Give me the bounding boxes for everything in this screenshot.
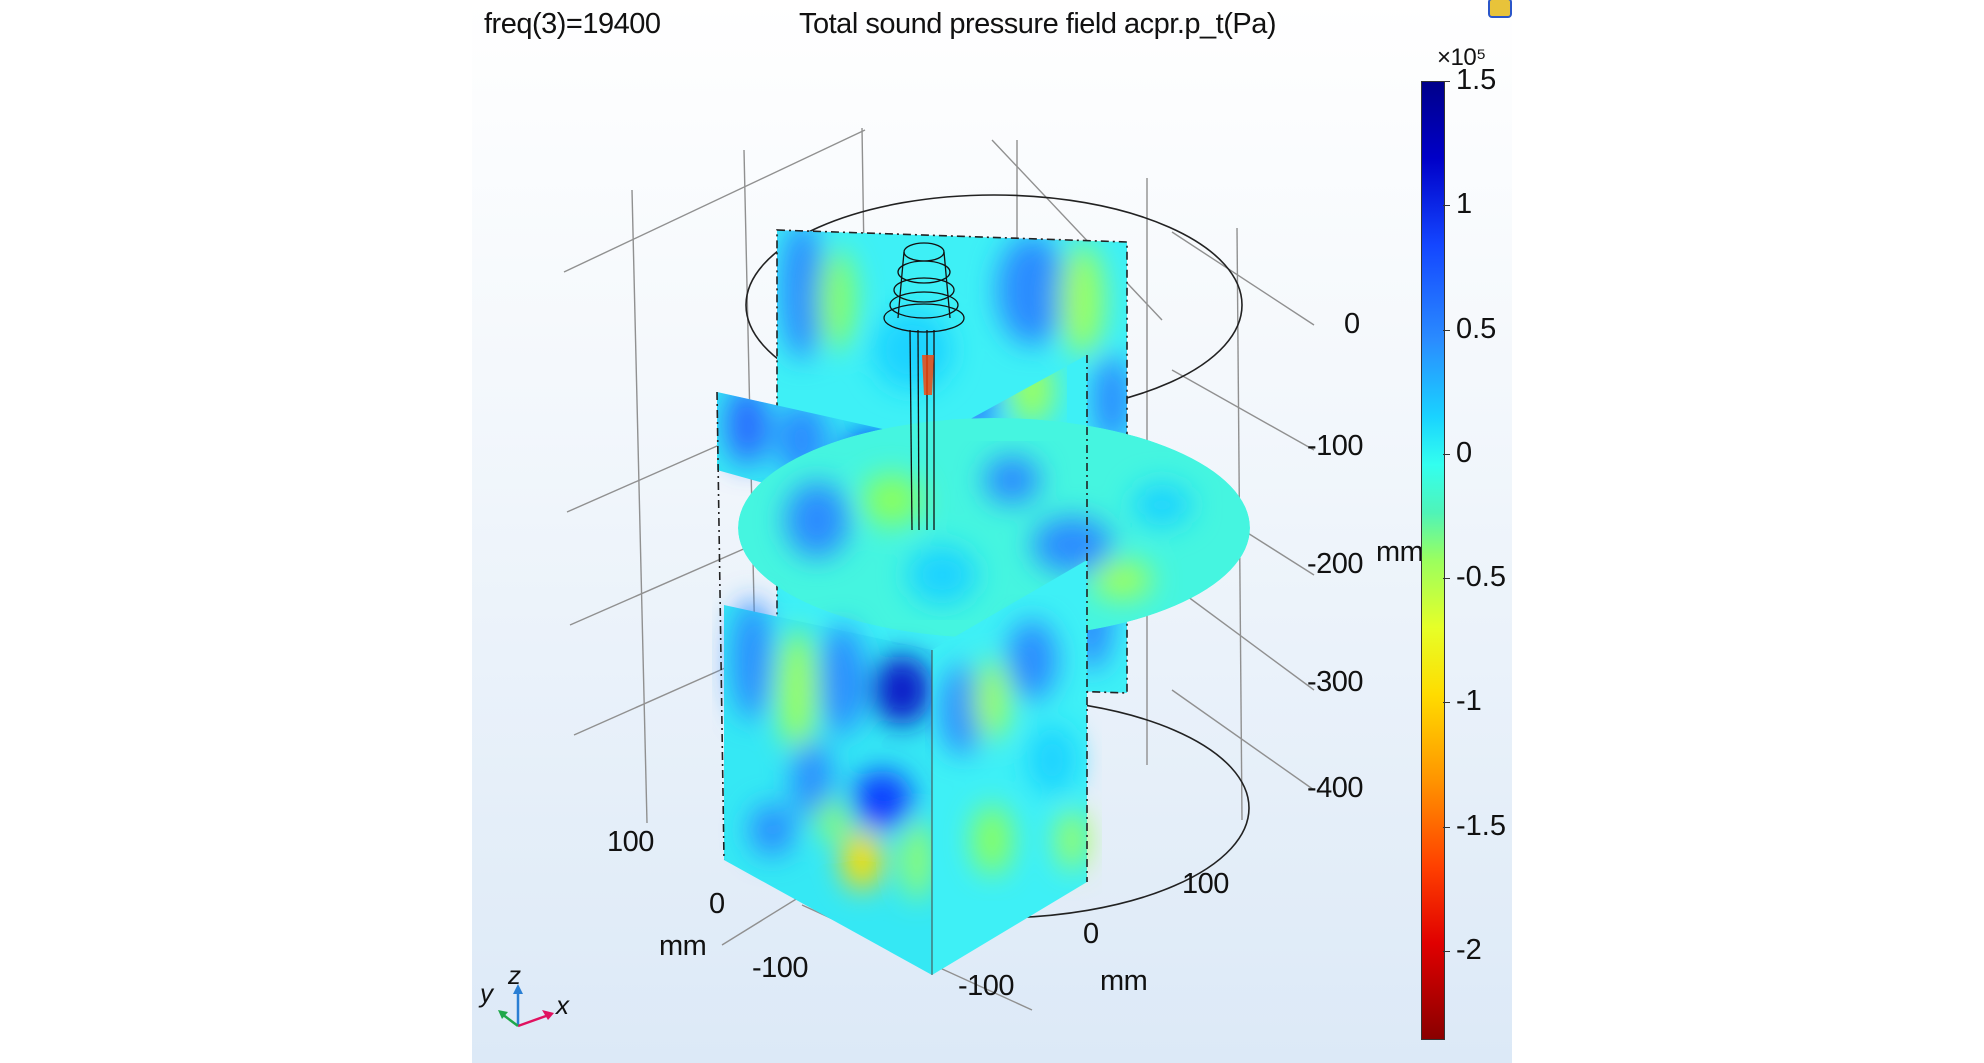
colorbar-tick-mark (1443, 205, 1450, 207)
z-tick-0: 0 (1344, 308, 1360, 340)
colorbar-tick-label: -0.5 (1456, 561, 1506, 594)
z-tick-2: -200 (1307, 548, 1364, 580)
x-tick-0: 100 (1182, 868, 1229, 900)
axis-triad (498, 984, 554, 1028)
colorbar-tick-mark (1443, 826, 1450, 828)
x-axis-unit: mm (1100, 965, 1148, 997)
plot-title: Total sound pressure field acpr.p_t(Pa) (799, 8, 1277, 40)
x-tick-1: 0 (1083, 918, 1099, 950)
plot-3d-scene[interactable] (472, 0, 1512, 1063)
colorbar-tick-label: -1.5 (1456, 809, 1506, 842)
x-tick-2: -100 (958, 970, 1015, 1002)
slice-horizontal-disk (738, 418, 1250, 638)
triad-z-label: z (508, 960, 521, 990)
y-tick-1: 0 (709, 888, 725, 920)
z-tick-4: -400 (1307, 772, 1364, 804)
z-axis-unit: mm (1376, 536, 1424, 568)
colorbar-tick-mark (1443, 453, 1450, 455)
colorbar-tick-mark (1443, 578, 1450, 580)
colorbar-tick-mark (1443, 951, 1450, 952)
slice-front-left-lower (724, 600, 932, 975)
colorbar (1421, 81, 1445, 1040)
graphics-viewport[interactable]: freq(3)=19400 Total sound pressure field… (472, 0, 1512, 1063)
y-axis-unit: mm (659, 930, 707, 962)
colorbar-tick-label: 0 (1456, 436, 1473, 469)
transducer-hot-spot (922, 355, 934, 395)
plot-settings-icon[interactable] (1488, 0, 1512, 18)
y-tick-0: 100 (607, 826, 654, 858)
colorbar-tick-mark (1443, 81, 1450, 82)
colorbar-tick-label: -1 (1456, 685, 1482, 718)
z-tick-1: -100 (1307, 430, 1364, 462)
slice-front-right-lower (932, 560, 1087, 975)
frequency-label: freq(3)=19400 (484, 8, 661, 40)
triad-x-label: x (556, 990, 569, 1020)
colorbar-tick-label: 1 (1456, 188, 1473, 221)
colorbar-tick-mark (1443, 329, 1450, 331)
transducer-geometry (883, 242, 965, 531)
colorbar-tick-mark (1443, 702, 1450, 704)
colorbar-tick-label: -2 (1456, 934, 1482, 966)
colorbar-tick-label: 0.5 (1456, 312, 1497, 345)
triad-y-label: y (480, 978, 493, 1008)
colorbar-multiplier: ×10⁵ (1437, 44, 1486, 71)
y-tick-2: -100 (752, 952, 809, 984)
z-tick-3: -300 (1307, 666, 1364, 698)
colorbar-tick-label: 1.5 (1456, 64, 1497, 96)
